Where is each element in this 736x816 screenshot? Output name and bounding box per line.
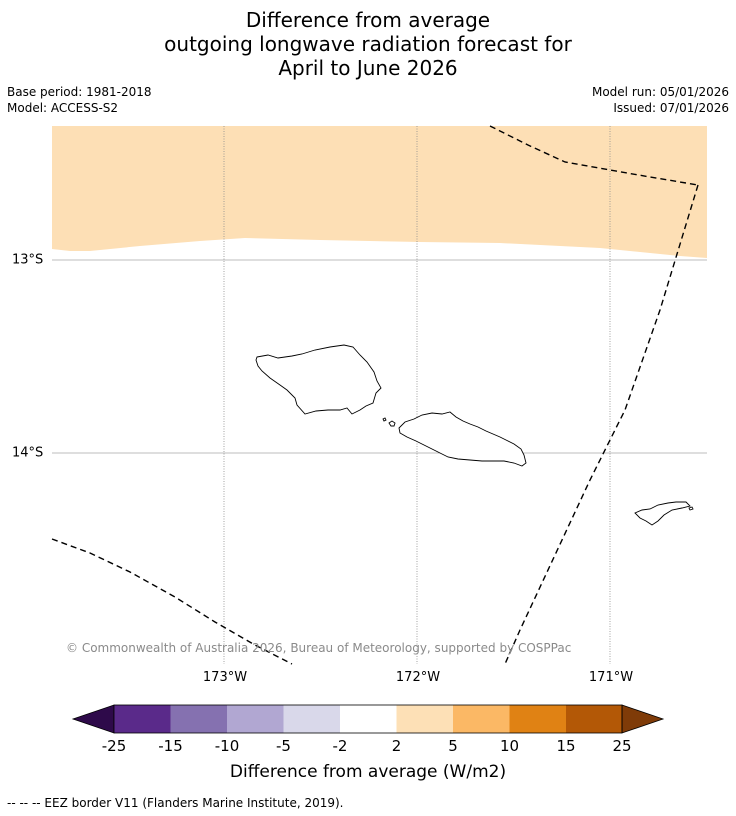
colorbar-bin-9 (566, 705, 622, 733)
meta-right: Model run: 05/01/2026 Issued: 07/01/2026 (592, 84, 729, 116)
title-line-2: outgoing longwave radiation forecast for (164, 32, 572, 56)
savaii-island (255, 344, 382, 415)
colorbar (71, 704, 665, 734)
eez-border-east (504, 184, 699, 665)
colorbar-tick: -25 (101, 737, 127, 755)
eez-border-north (489, 125, 699, 186)
manono-island (388, 420, 396, 427)
lon-label-172w: 172°W (395, 670, 441, 685)
colorbar-tick: -10 (214, 737, 240, 755)
issued-date: Issued: 07/01/2026 (613, 101, 729, 115)
colorbar-tick: -15 (158, 737, 183, 755)
colorbar-bin-8 (509, 705, 566, 733)
title-line-1: Difference from average (245, 8, 491, 32)
upolu-island (398, 411, 527, 467)
chart-title: Difference from average outgoing longwav… (0, 8, 736, 80)
colorbar-label: Difference from average (W/m2) (229, 762, 507, 782)
colorbar-tick: 5 (448, 737, 458, 755)
colorbar-tick: -5 (276, 737, 291, 755)
colorbar-bin-5 (340, 705, 397, 733)
lon-label-173w: 173°W (202, 670, 248, 685)
meta-left: Base period: 1981-2018 Model: ACCESS-S2 (7, 84, 152, 116)
lat-label-14s: 14°S (12, 445, 44, 461)
colorbar-frame (113, 704, 623, 734)
model-name: Model: ACCESS-S2 (7, 101, 119, 115)
copyright-notice: © Commonwealth of Australia 2026, Bureau… (66, 641, 572, 655)
colorbar-bin-2 (170, 705, 227, 733)
aunuu-island (688, 506, 694, 511)
colorbar-tick: 25 (612, 737, 632, 755)
colorbar-bin-3 (227, 705, 284, 733)
model-run: Model run: 05/01/2026 (591, 85, 729, 99)
eez-border-southwest (51, 538, 293, 665)
colorbar-tick: 15 (556, 737, 576, 755)
base-period: Base period: 1981-2018 (7, 85, 152, 99)
colorbar-bin-1 (114, 705, 171, 733)
apolima-island (382, 417, 387, 422)
lat-label-13s: 13°S (12, 252, 44, 268)
colorbar-bin-6 (396, 705, 453, 733)
colorbar-bin-7 (453, 705, 510, 733)
title-line-3: April to June 2026 (278, 56, 458, 80)
colorbar-extend-min (71, 704, 115, 734)
colorbar-tick: 2 (391, 737, 402, 755)
tutuila-island (634, 501, 691, 526)
colorbar-tick: 10 (499, 737, 520, 755)
colorbar-bin-4 (283, 705, 340, 733)
anomaly-band (52, 126, 707, 258)
lon-label-171w: 171°W (588, 670, 634, 685)
colorbar-extend-max (621, 704, 665, 734)
eez-legend: -- -- -- EEZ border V11 (Flanders Marine… (7, 796, 344, 810)
colorbar-tick: -2 (332, 737, 348, 755)
